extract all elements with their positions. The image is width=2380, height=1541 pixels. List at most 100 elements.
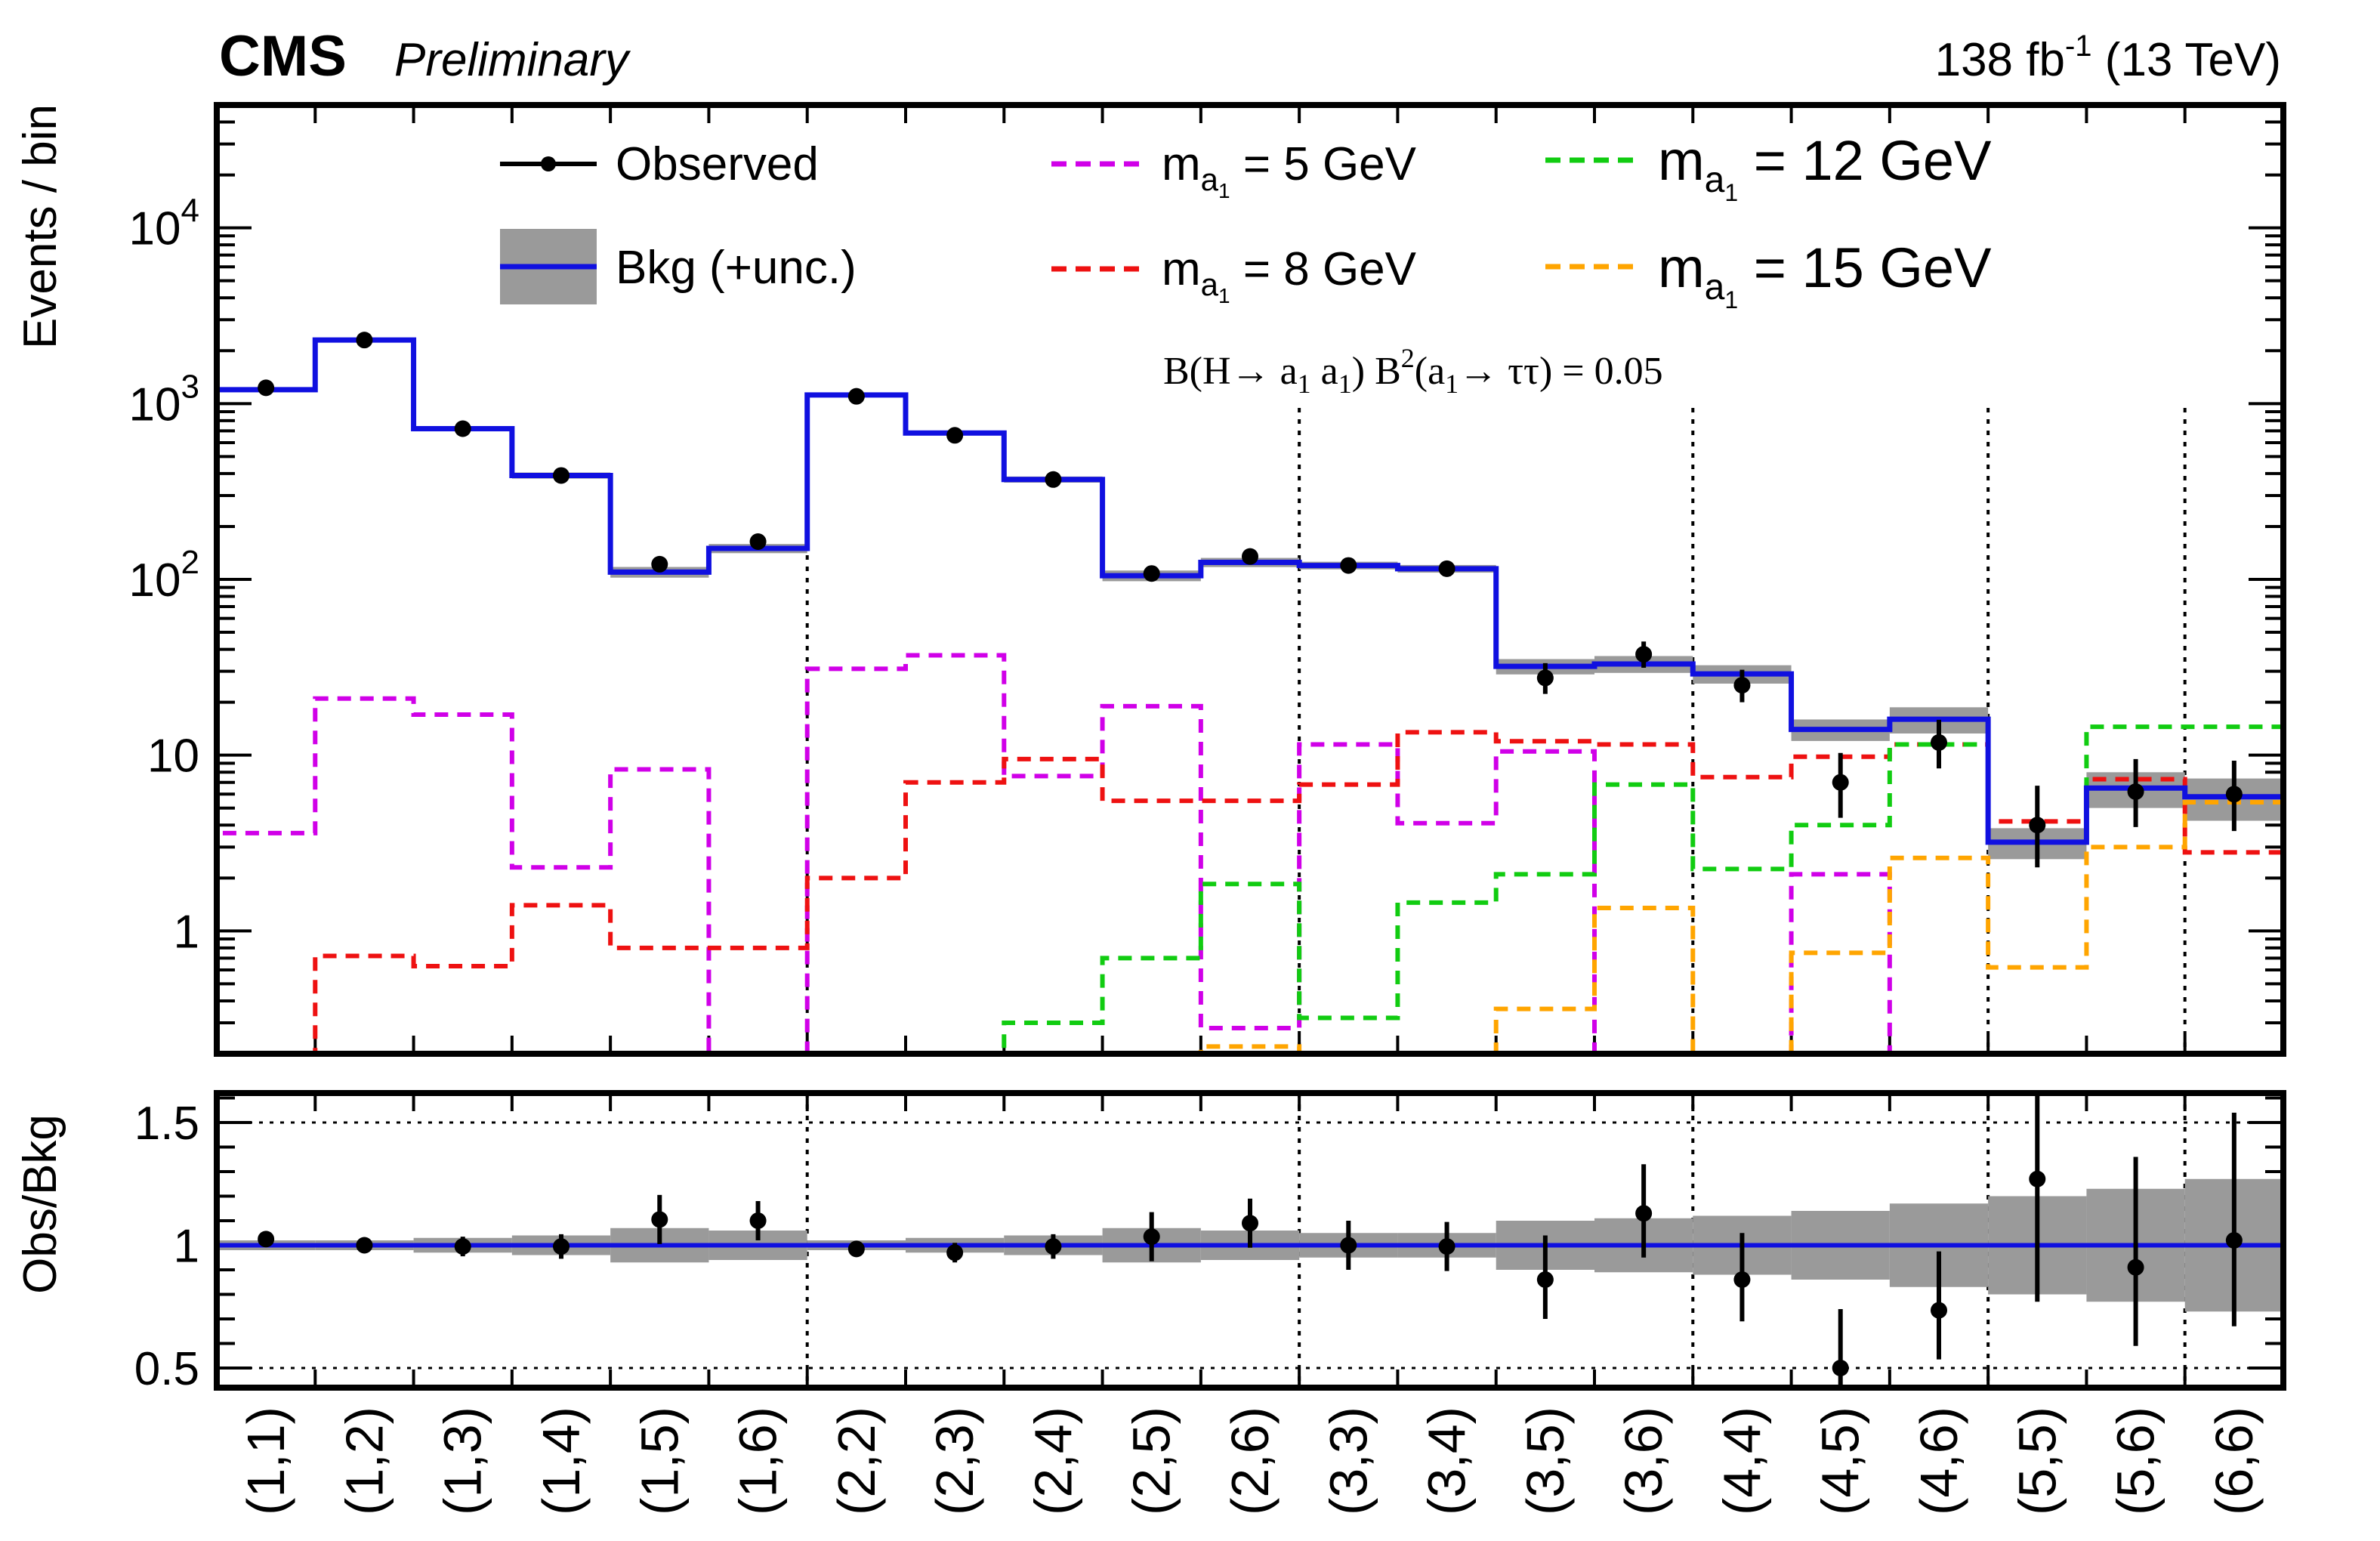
legend-mass-value: = 12 GeV — [1738, 129, 1992, 192]
ratio-point — [1635, 1205, 1653, 1222]
annotation-sub: 1 — [1445, 369, 1459, 399]
y-tick-label-exponent: 2 — [181, 544, 199, 581]
legend-mass-symbol: m — [1162, 138, 1201, 190]
ratio-point — [454, 1238, 471, 1255]
x-category-label: (5,5) — [2008, 1407, 2067, 1515]
legend-mass-sub: a — [1201, 162, 1219, 197]
ratio-point — [651, 1211, 668, 1228]
ratio-y-axis-title: Obs/Bkg — [14, 1114, 66, 1294]
annotation-part: a — [1311, 350, 1338, 393]
x-category-label: (5,6) — [2107, 1407, 2165, 1515]
y-tick-label-base: 10 — [129, 554, 181, 607]
legend-signal-8-label: ma1 = 8 GeV — [1162, 243, 1417, 307]
legend-mass-sub: a — [1201, 267, 1219, 302]
annotation-part: a — [1270, 350, 1298, 393]
observed-point — [454, 420, 471, 437]
annotation-sub: 1 — [1298, 369, 1311, 399]
ratio-point — [1045, 1238, 1062, 1255]
x-category-label: (1,4) — [532, 1407, 591, 1515]
observed-point — [1045, 471, 1062, 488]
ratio-point — [847, 1240, 865, 1258]
y-tick-label-base: 10 — [129, 378, 181, 431]
observed-point — [1931, 733, 1947, 751]
y-tick-label-exponent: 3 — [181, 368, 199, 405]
observed-point — [553, 467, 570, 484]
status-label: Preliminary — [394, 34, 631, 86]
annotation-sup: 2 — [1401, 343, 1415, 373]
x-category-label: (6,6) — [2205, 1407, 2264, 1515]
x-category-label: (4,5) — [1811, 1407, 1870, 1515]
x-category-label: (3,6) — [1614, 1407, 1673, 1515]
legend-entry-observed: Observed — [500, 138, 819, 190]
observed-point — [2127, 783, 2144, 800]
lumi-energy: (13 TeV) — [2105, 34, 2281, 86]
y-tick-label: 102 — [129, 544, 199, 607]
x-category-label: (4,6) — [1909, 1407, 1968, 1515]
observed-point — [356, 332, 373, 349]
annotation-part: (a — [1415, 350, 1445, 393]
lumi-exponent: -1 — [2065, 29, 2092, 63]
observed-point — [2029, 817, 2046, 834]
ratio-point — [946, 1244, 964, 1262]
annotation-part: ) B — [1352, 350, 1401, 393]
y-tick-label-base: 1 — [174, 906, 199, 958]
x-category-label: (2,4) — [1023, 1407, 1082, 1515]
y-tick-label: 1 — [174, 906, 199, 958]
signal-series-0 — [215, 653, 2283, 1056]
legend-mass-subsub: 1 — [1218, 179, 1230, 202]
legend-mass-subsub: 1 — [1724, 286, 1738, 313]
legend-background-label: Bkg (+unc.) — [616, 242, 857, 294]
y-tick-label: 103 — [129, 368, 199, 431]
x-axis-labels: (1,1) (1,2) (1,3) (1,4) (1,5) (1,6) (2,2) (2,3)… — [236, 1407, 2264, 1515]
uncertainty-band — [217, 338, 2283, 860]
legend-signal-5-label: ma1 = 5 GeV — [1162, 138, 1417, 202]
legend-mass-subsub: 1 — [1724, 179, 1738, 206]
ratio-point — [1536, 1271, 1554, 1288]
legend-mass-symbol: m — [1658, 129, 1705, 192]
observed-point — [946, 427, 964, 444]
ratio-panel-frame — [214, 1090, 2286, 1391]
luminosity-label: 138 fb-1 (13 TeV) — [1935, 29, 2281, 86]
observed-point — [749, 533, 767, 551]
annotation-part: B(H — [1163, 350, 1231, 393]
ratio-y-tick-label: 0.5 — [134, 1343, 199, 1395]
observed-point — [1733, 677, 1751, 694]
observed-point — [1832, 774, 1849, 791]
legend-mass-value: = 8 GeV — [1230, 243, 1417, 295]
signal-series-2 — [217, 724, 2283, 1056]
observed-point — [258, 379, 275, 397]
ratio-panel: 0.5 1 1.5 — [134, 1090, 2286, 1395]
x-category-label: (2,5) — [1122, 1407, 1181, 1515]
lumi-value: 138 fb — [1935, 34, 2065, 86]
legend-mass-subsub: 1 — [1218, 284, 1230, 307]
ratio-point — [1832, 1360, 1849, 1376]
ratio-point — [553, 1238, 570, 1255]
y-tick-label-base: 10 — [129, 203, 181, 255]
annotation-arrow: → — [1459, 350, 1498, 393]
legend-signal-12-label: ma1 = 12 GeV — [1658, 129, 1992, 206]
ratio-point — [1733, 1271, 1751, 1288]
ratio-points — [258, 1093, 2243, 1388]
x-category-label: (2,3) — [925, 1407, 984, 1515]
signal-series-3 — [217, 799, 2283, 1056]
observed-point — [847, 388, 865, 405]
y-tick-label: 104 — [129, 193, 199, 255]
ratio-point — [2225, 1232, 2243, 1249]
annotation-sub: 1 — [1338, 369, 1352, 399]
ratio-point — [1143, 1228, 1160, 1246]
observed-point — [1438, 560, 1455, 577]
x-category-label: (3,5) — [1516, 1407, 1575, 1515]
legend-mass-sub: a — [1705, 267, 1725, 307]
legend-mass-value: = 5 GeV — [1230, 138, 1417, 190]
x-category-label: (1,3) — [434, 1407, 492, 1515]
ratio-point — [749, 1212, 767, 1229]
observed-point — [1536, 669, 1554, 687]
legend-entry-signal-8: ma1 = 8 GeV — [1051, 243, 1417, 307]
x-category-label: (1,2) — [335, 1407, 394, 1515]
legend-entry-signal-12: ma1 = 12 GeV — [1545, 129, 1992, 206]
legend-entry-signal-5: ma1 = 5 GeV — [1051, 138, 1417, 202]
annotation-arrow: → — [1231, 350, 1270, 393]
ratio-y-tick-label: 1.5 — [134, 1098, 199, 1150]
